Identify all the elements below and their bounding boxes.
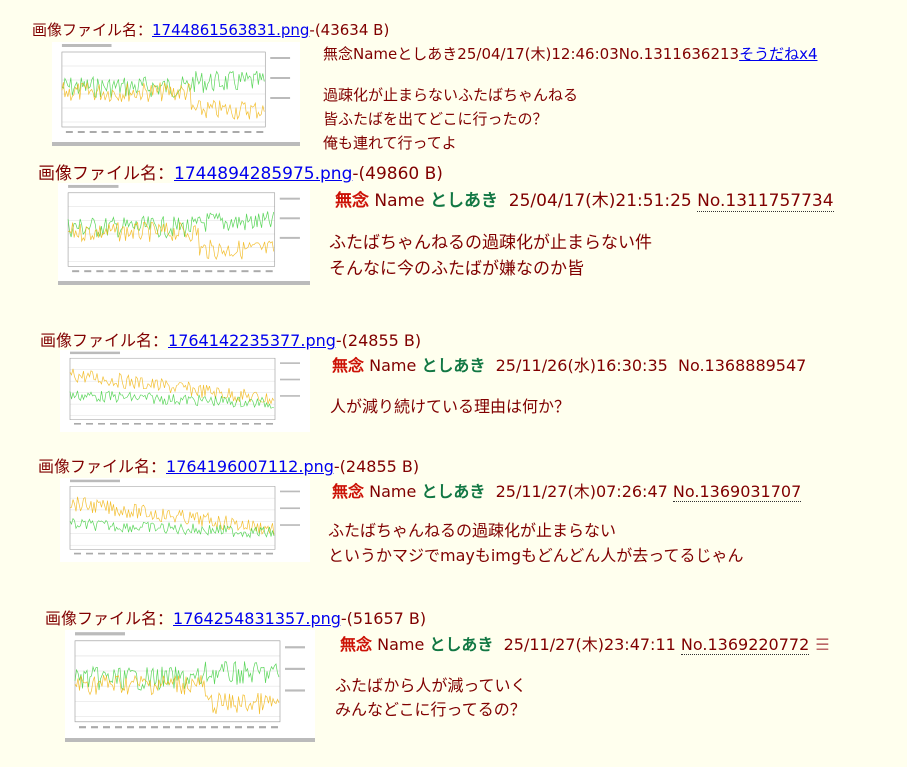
post-header: 無念Nameとしあき25/04/17(木)12:46:03No.13116362… (323, 43, 818, 64)
file-link[interactable]: 1764196007112.png (166, 457, 334, 476)
body-line: そんなに今のふたばが嫌なのか皆 (329, 259, 584, 279)
post-header: 無念 Name としあき 25/11/27(木)07:26:47 No.1369… (332, 478, 802, 502)
body-line: ふたばちゃんねるの過疎化が止まらない (328, 521, 617, 540)
thumbnail-graphic (74, 632, 305, 729)
list-menu-icon[interactable]: ☰ (815, 635, 830, 654)
file-size: -(51657 B) (340, 609, 427, 628)
post-date: 25/11/27(木)07:26:47 (495, 482, 668, 501)
thumbnail-image[interactable] (65, 630, 315, 742)
file-link[interactable]: 1764254831357.png (173, 609, 341, 628)
post-date: 25/04/17(木)12:46:03 (457, 45, 619, 63)
post-body: ふたばちゃんねるの過疎化が止まらないというかマジでmayもimgもどんどん人が去… (328, 518, 743, 568)
body-line: 俺も連れて行ってよ (323, 134, 457, 152)
file-info: 画像ファイル名：1764142235377.png-(24855 B) (40, 327, 421, 351)
file-size: -(24855 B) (335, 331, 422, 350)
body-line: というかマジでmayもimgもどんどん人が去ってるじゃん (328, 546, 744, 565)
body-line: ふたばちゃんねるの過疎化が止まらない件 (329, 233, 652, 253)
thumbnail-image[interactable] (58, 183, 310, 285)
thumbnail-graphic (69, 351, 300, 425)
post-body: 過疎化が止まらないふたばちゃんねる 皆ふたばを出てどこに行ったの？ 俺も連れて行って… (323, 83, 578, 155)
filename-label: 画像ファイル名： (38, 164, 174, 184)
file-size: -(24855 B) (333, 457, 420, 476)
thumbnail-graphic (69, 479, 300, 555)
name-label: Name (353, 45, 398, 63)
subject: 無念 (340, 635, 373, 654)
file-info: 画像ファイル名：1764196007112.png-(24855 B) (38, 453, 419, 477)
subject: 無念 (335, 191, 369, 211)
poster-name: としあき (429, 191, 498, 211)
post-date: 25/11/26(水)16:30:35 (495, 356, 668, 375)
thumbnail-image[interactable] (60, 478, 310, 562)
post-body: 人が減り続けている理由は何か？ (330, 395, 570, 419)
body-line: 皆ふたばを出てどこに行ったの？ (323, 110, 548, 128)
filename-label: 画像ファイル名： (32, 21, 153, 39)
file-size: -(49860 B) (352, 164, 443, 184)
subject: 無念 (332, 356, 365, 375)
name-label: Name (369, 356, 417, 375)
file-info: 画像ファイル名：1744894285975.png-(49860 B) (38, 159, 443, 184)
subject: 無念 (323, 45, 354, 63)
filename-label: 画像ファイル名： (40, 331, 169, 350)
filename-label: 画像ファイル名： (45, 609, 174, 628)
file-size: -(43634 B) (309, 21, 390, 39)
post-body: ふたばから人が減っていく みんなどこに行ってるの？ (335, 674, 527, 722)
poster-name: としあき (397, 45, 458, 63)
post-number[interactable]: No.1311757734 (697, 191, 834, 212)
file-info: 画像ファイル名：1744861563831.png-(43634 B) (32, 19, 389, 40)
post-body: ふたばちゃんねるの過疎化が止まらない件 そんなに今のふたばが嫌なのか皆 (329, 230, 652, 282)
thumbnail-graphic (61, 44, 291, 133)
file-link[interactable]: 1744861563831.png (152, 21, 310, 39)
post-header: 無念 Name としあき 25/11/27(木)23:47:11 No.1369… (340, 631, 830, 655)
name-label: Name (374, 191, 425, 211)
file-link[interactable]: 1764142235377.png (168, 331, 336, 350)
file-link[interactable]: 1744894285975.png (174, 164, 353, 184)
subject: 無念 (332, 482, 365, 501)
thumbnail-graphic (67, 184, 300, 273)
name-label: Name (369, 482, 417, 501)
post-header: 無念 Name としあき 25/04/17(木)21:51:25 No.1311… (335, 186, 834, 212)
body-line: ふたばから人が減っていく (335, 676, 527, 695)
thumbnail-image[interactable] (52, 42, 300, 146)
file-info: 画像ファイル名：1764254831357.png-(51657 B) (45, 605, 426, 629)
filename-label: 画像ファイル名： (38, 457, 167, 476)
post-number[interactable]: No.1369031707 (672, 482, 802, 502)
post-number[interactable]: No.1311636213 (618, 45, 740, 63)
post-number[interactable]: No.1368889547 (677, 356, 807, 375)
body-line: 人が減り続けている理由は何か？ (330, 397, 571, 416)
post-header: 無念 Name としあき 25/11/26(水)16:30:35 No.1368… (332, 352, 806, 376)
post-number[interactable]: No.1369220772 (680, 635, 810, 655)
thumbnail-image[interactable] (60, 350, 310, 432)
body-line: 過疎化が止まらないふたばちゃんねる (323, 86, 579, 104)
post-date: 25/11/27(木)23:47:11 (503, 635, 676, 654)
name-label: Name (377, 635, 425, 654)
poster-name: としあき (421, 356, 486, 375)
post-date: 25/04/17(木)21:51:25 (508, 191, 692, 211)
sodane-link[interactable]: そうだねx4 (739, 45, 818, 63)
poster-name: としあき (421, 482, 486, 501)
body-line: みんなどこに行ってるの？ (335, 700, 526, 719)
poster-name: としあき (429, 635, 494, 654)
